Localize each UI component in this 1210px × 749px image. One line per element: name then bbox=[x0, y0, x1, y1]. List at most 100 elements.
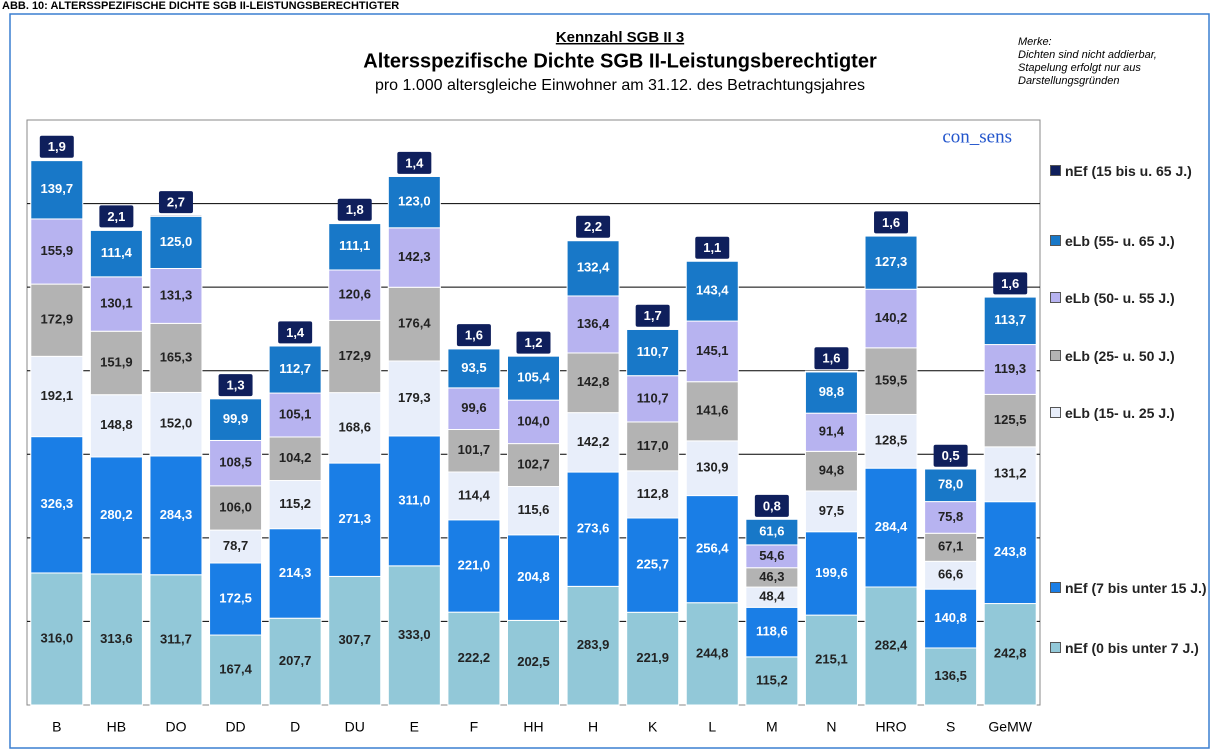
bar-segment bbox=[149, 214, 203, 217]
data-label: 136,4 bbox=[577, 316, 610, 331]
bar-segment bbox=[864, 586, 918, 706]
data-label: 119,3 bbox=[994, 361, 1026, 376]
bar-segment bbox=[804, 412, 858, 452]
bar-segment bbox=[983, 295, 1037, 298]
data-label: 105,4 bbox=[517, 370, 550, 385]
legend-item: eLb (25- u. 50 J.) bbox=[1050, 348, 1210, 365]
data-label: 284,3 bbox=[160, 507, 193, 522]
legend-label: eLb (50- u. 55 J.) bbox=[1065, 290, 1175, 306]
data-label: 140,8 bbox=[934, 610, 967, 625]
data-label: 131,3 bbox=[160, 287, 193, 302]
bar-segment bbox=[387, 175, 441, 229]
label-box bbox=[397, 151, 432, 174]
data-label: 132,4 bbox=[577, 260, 610, 275]
bar-segment bbox=[447, 611, 501, 706]
data-label: 1,4 bbox=[405, 155, 424, 170]
data-label: 136,5 bbox=[934, 668, 967, 683]
legend-label: nEf (0 bis unter 7 J.) bbox=[1065, 640, 1199, 656]
data-label: 1,3 bbox=[227, 378, 245, 393]
x-tick-label: D bbox=[290, 719, 300, 735]
bar-segment bbox=[566, 412, 620, 473]
data-label: 123,0 bbox=[398, 194, 431, 209]
data-label: 97,5 bbox=[819, 503, 844, 518]
x-tick-label: HH bbox=[523, 719, 543, 735]
data-label: 125,5 bbox=[994, 412, 1027, 427]
data-label: 99,6 bbox=[461, 400, 486, 415]
bar-segment bbox=[447, 519, 501, 613]
data-label: 1,6 bbox=[882, 215, 900, 230]
legend-swatch bbox=[1050, 235, 1061, 246]
data-label: 54,6 bbox=[759, 548, 784, 563]
data-label: 273,6 bbox=[577, 521, 610, 536]
data-label: 204,8 bbox=[517, 569, 550, 584]
x-tick-label: K bbox=[648, 719, 658, 735]
data-label: 316,0 bbox=[41, 630, 74, 645]
data-label: 2,2 bbox=[584, 219, 602, 234]
bar-segment bbox=[328, 462, 382, 577]
data-label: 99,9 bbox=[223, 411, 248, 426]
bar-segment bbox=[924, 647, 978, 706]
bar-segment bbox=[89, 456, 143, 575]
bar-segment bbox=[864, 235, 918, 290]
bar-segment bbox=[566, 585, 620, 706]
data-label: 66,6 bbox=[938, 567, 963, 582]
header: ABB. 10: ALTERSSPEZIFISCHE DICHTE SGB II… bbox=[2, 0, 399, 12]
bar-segment bbox=[387, 175, 441, 177]
legend-swatch bbox=[1050, 407, 1061, 418]
note: Darstellungsgründen bbox=[1018, 75, 1120, 87]
bar-segment bbox=[30, 355, 84, 438]
data-label: 1,6 bbox=[822, 351, 840, 366]
x-tick-label: E bbox=[410, 719, 419, 735]
bar-segment bbox=[30, 218, 84, 285]
legend-label: eLb (25- u. 50 J.) bbox=[1065, 348, 1175, 364]
data-label: 141,6 bbox=[696, 403, 729, 418]
label-box bbox=[516, 331, 551, 354]
bar-segment bbox=[626, 470, 680, 519]
data-label: 1,7 bbox=[644, 308, 662, 323]
bar-segment bbox=[507, 355, 560, 401]
label-box bbox=[337, 198, 372, 221]
bar-segment bbox=[30, 283, 84, 357]
data-label: 313,6 bbox=[100, 631, 133, 646]
data-label: 326,3 bbox=[41, 496, 74, 511]
bar-segment bbox=[149, 391, 203, 457]
data-label: 48,4 bbox=[759, 589, 785, 604]
data-label: 130,9 bbox=[696, 460, 729, 475]
label-box bbox=[158, 191, 193, 214]
data-label: 2,1 bbox=[107, 209, 125, 224]
data-label: 46,3 bbox=[759, 569, 784, 584]
x-tick-label: HB bbox=[107, 719, 126, 735]
bar-segment bbox=[89, 394, 143, 458]
data-label: 225,7 bbox=[636, 557, 669, 572]
data-label: 1,2 bbox=[524, 335, 542, 350]
bar-segment bbox=[983, 393, 1037, 448]
bar-segment bbox=[268, 344, 322, 347]
watermark: con_sens bbox=[942, 126, 1012, 147]
data-label: 192,1 bbox=[41, 388, 74, 403]
data-label: 106,0 bbox=[219, 499, 252, 514]
bar-segment bbox=[626, 328, 680, 330]
data-label: 199,6 bbox=[815, 565, 848, 580]
data-label: 311,0 bbox=[398, 492, 430, 507]
bar-segment bbox=[864, 288, 918, 349]
x-tick-label: DU bbox=[345, 719, 365, 735]
label-box bbox=[218, 374, 253, 397]
bar-segment bbox=[89, 229, 143, 278]
bar-segment bbox=[387, 435, 441, 567]
x-tick-label: H bbox=[588, 719, 598, 735]
bar-segment bbox=[30, 160, 84, 220]
bar-segment bbox=[804, 450, 858, 492]
bar-segment bbox=[745, 606, 799, 658]
bar-segment bbox=[685, 495, 739, 604]
legend-item: nEf (7 bis unter 15 J.) bbox=[1050, 580, 1210, 597]
bar-segment bbox=[983, 603, 1037, 706]
x-tick-label: HRO bbox=[875, 719, 906, 735]
data-label: 168,6 bbox=[338, 419, 371, 434]
data-label: 102,7 bbox=[517, 456, 550, 471]
label-box bbox=[576, 215, 611, 238]
data-label: 111,1 bbox=[339, 238, 370, 253]
data-label: 130,1 bbox=[100, 295, 133, 310]
data-label: 110,7 bbox=[637, 344, 669, 359]
label-box bbox=[635, 304, 670, 327]
data-label: 114,4 bbox=[458, 487, 491, 502]
